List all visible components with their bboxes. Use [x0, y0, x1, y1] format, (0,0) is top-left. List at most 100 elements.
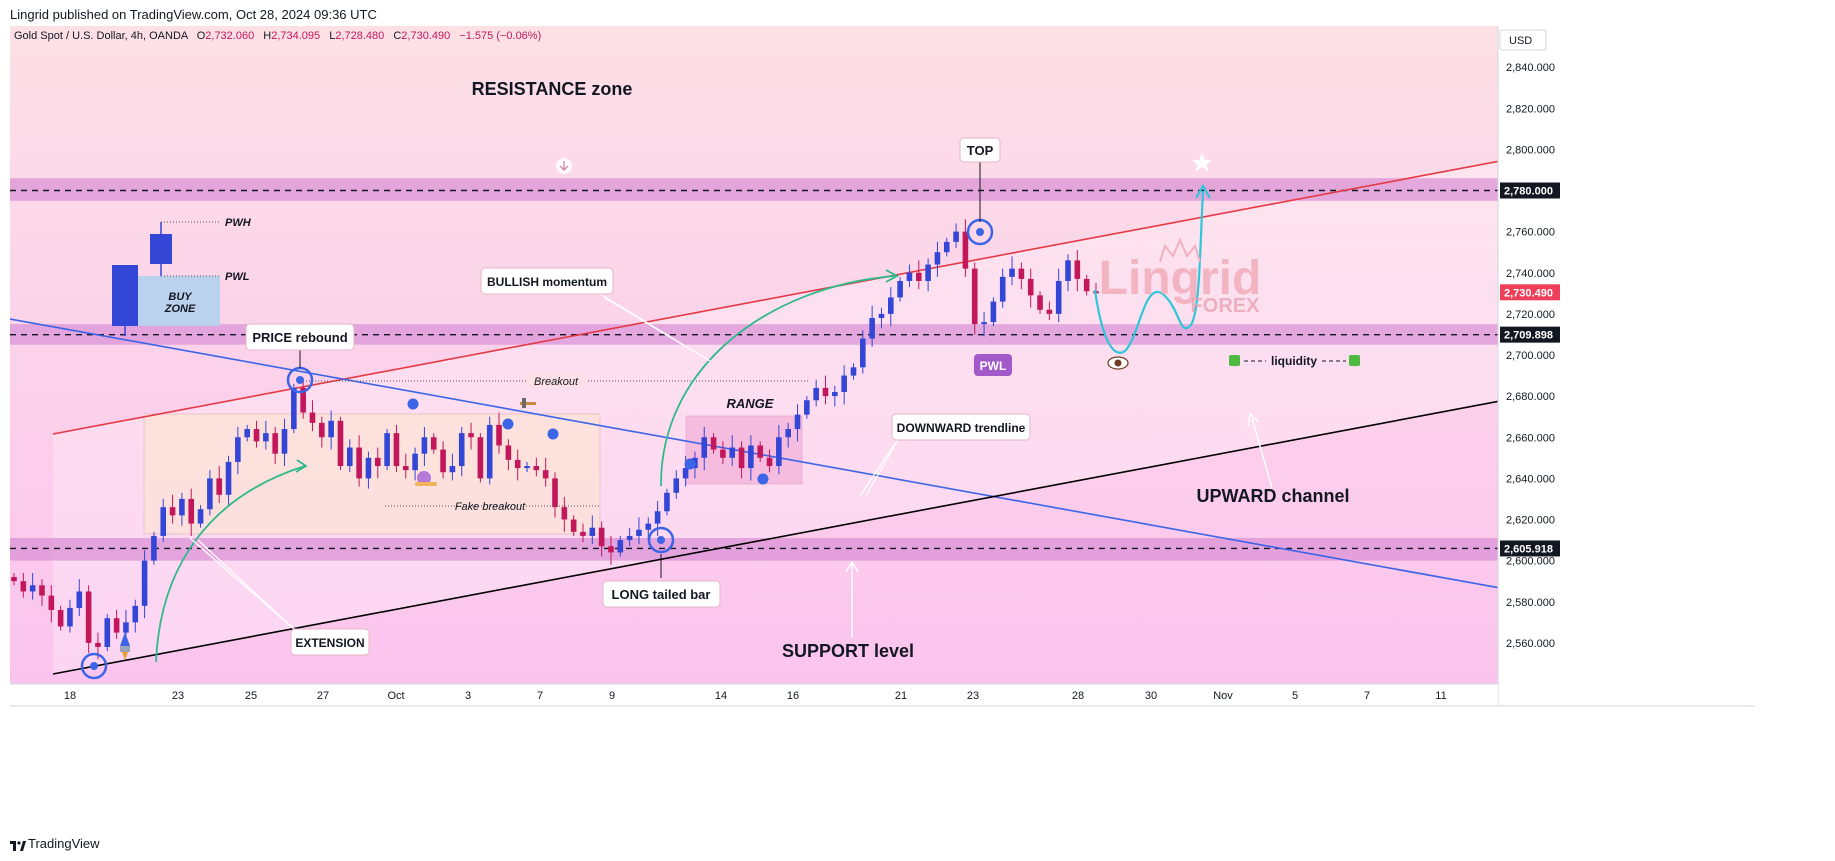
- y-tick-label: 2,760.000: [1506, 227, 1555, 239]
- open-value: 2,732.060: [205, 30, 254, 42]
- x-tick-label: 7: [537, 690, 543, 702]
- candle: [458, 426, 465, 477]
- pwl-legend-label: PWL: [225, 271, 250, 283]
- star-icon: [1192, 153, 1212, 172]
- candle: [962, 219, 969, 277]
- candle: [67, 599, 73, 633]
- buy-zone-legend: [112, 221, 220, 336]
- candle: [216, 466, 223, 504]
- time-axis-bg: [10, 684, 1498, 706]
- high-label: H: [263, 30, 271, 42]
- high-value: 2,734.095: [271, 30, 320, 42]
- highlight-circles: [80, 218, 994, 680]
- x-tick-label: 5: [1292, 690, 1298, 702]
- arrow-down-circle-icon: [556, 158, 572, 174]
- fake-breakout-label: Fake breakout: [455, 501, 526, 513]
- change-value: −1.575 (−0.06%): [459, 30, 541, 42]
- chart-svg[interactable]: Breakout Fake breakout RANGE: [9, 26, 1756, 826]
- candle: [291, 383, 297, 434]
- candle: [1074, 250, 1081, 292]
- candle: [263, 420, 269, 450]
- candle: [225, 455, 232, 506]
- eye-icon: [1107, 356, 1129, 370]
- candle: [766, 449, 773, 473]
- candle: [832, 385, 838, 407]
- candle: [701, 426, 708, 471]
- candle: [757, 441, 764, 462]
- price-axis-bg: [1498, 26, 1755, 706]
- candle: [57, 605, 64, 631]
- y-tick-label: 2,660.000: [1506, 432, 1555, 444]
- candle: [869, 305, 875, 347]
- candle: [990, 297, 997, 327]
- tradingview-logo-icon: [10, 839, 26, 851]
- candle: [617, 535, 624, 557]
- upward-channel-label: UPWARD channel: [1196, 486, 1349, 506]
- candle: [822, 375, 829, 405]
- x-tick-label: 21: [895, 690, 907, 702]
- resistance-zone-label: RESISTANCE zone: [472, 79, 633, 99]
- price-level-label: 2,780.000: [1504, 186, 1553, 198]
- low-value: 2,728.480: [335, 30, 384, 42]
- price-level-tag: [1500, 326, 1560, 343]
- candle: [999, 268, 1006, 308]
- x-tick-label: Oct: [387, 690, 404, 702]
- candle: [39, 579, 45, 606]
- candle: [813, 379, 819, 407]
- label-bubbles: [245, 137, 1031, 656]
- range-label: RANGE: [727, 396, 774, 411]
- candle: [981, 311, 987, 337]
- symbol-name: Gold Spot / U.S. Dollar, 4h, OANDA: [14, 30, 189, 42]
- candle: [160, 498, 167, 543]
- candle: [1065, 254, 1071, 292]
- candle: [393, 424, 400, 473]
- support-level-label: SUPPORT level: [782, 641, 914, 661]
- watermark-lingrid: Lingrid: [1099, 252, 1262, 305]
- breakout-label-bg: [526, 374, 586, 387]
- resistance-trendline[interactable]: [52, 131, 1655, 435]
- channel-bottom-line[interactable]: [52, 371, 1655, 675]
- candle: [412, 447, 418, 481]
- candle: [505, 439, 512, 471]
- candle: [841, 365, 847, 405]
- candle: [328, 410, 334, 450]
- close-label: C: [393, 30, 401, 42]
- candle: [337, 416, 344, 471]
- candle: [710, 433, 717, 454]
- candle: [748, 435, 754, 481]
- pwh-legend-label: PWH: [225, 217, 252, 229]
- candles-layer: [11, 219, 1099, 660]
- downward-trendline[interactable]: [9, 318, 1756, 635]
- candle: [169, 494, 176, 524]
- x-tick-label: 27: [317, 690, 329, 702]
- last-price-tag: [1500, 284, 1560, 301]
- candle: [300, 379, 306, 419]
- candle: [207, 470, 213, 516]
- currency-label[interactable]: USD: [1509, 35, 1532, 47]
- price-level-label: 2,605.918: [1504, 543, 1553, 555]
- candle: [887, 287, 894, 327]
- x-tick-label: 11: [1435, 690, 1446, 702]
- candle: [132, 599, 139, 633]
- candle: [496, 412, 502, 454]
- open-label: O: [197, 30, 206, 42]
- extension-label: EXTENSION: [295, 636, 364, 650]
- chart-frame[interactable]: Breakout Fake breakout RANGE: [9, 26, 1756, 826]
- extension-box: [143, 413, 601, 535]
- candle: [1009, 256, 1015, 286]
- currency-box[interactable]: [1499, 29, 1547, 51]
- candle: [776, 424, 782, 475]
- y-tick-label: 2,840.000: [1506, 62, 1555, 74]
- time-axis[interactable]: 18 23 25 27 Oct 3 7 9 14 16 21 23 28 30 Nov 5 7 11: [64, 690, 1447, 702]
- buy-zone-label-2: ZONE: [164, 303, 196, 315]
- price-axis[interactable]: 2,560.000 2,580.000 2,600.000 2,620.000 2,64…: [1500, 62, 1560, 650]
- footer-brand: TradingView: [28, 836, 100, 851]
- candle: [104, 614, 111, 652]
- x-tick-label: 23: [172, 690, 184, 702]
- check-icon: [1349, 355, 1360, 366]
- candle: [552, 472, 558, 518]
- x-tick-label: 30: [1145, 690, 1157, 702]
- top-label: TOP: [967, 143, 994, 158]
- candle: [1018, 262, 1025, 290]
- candle: [906, 264, 913, 288]
